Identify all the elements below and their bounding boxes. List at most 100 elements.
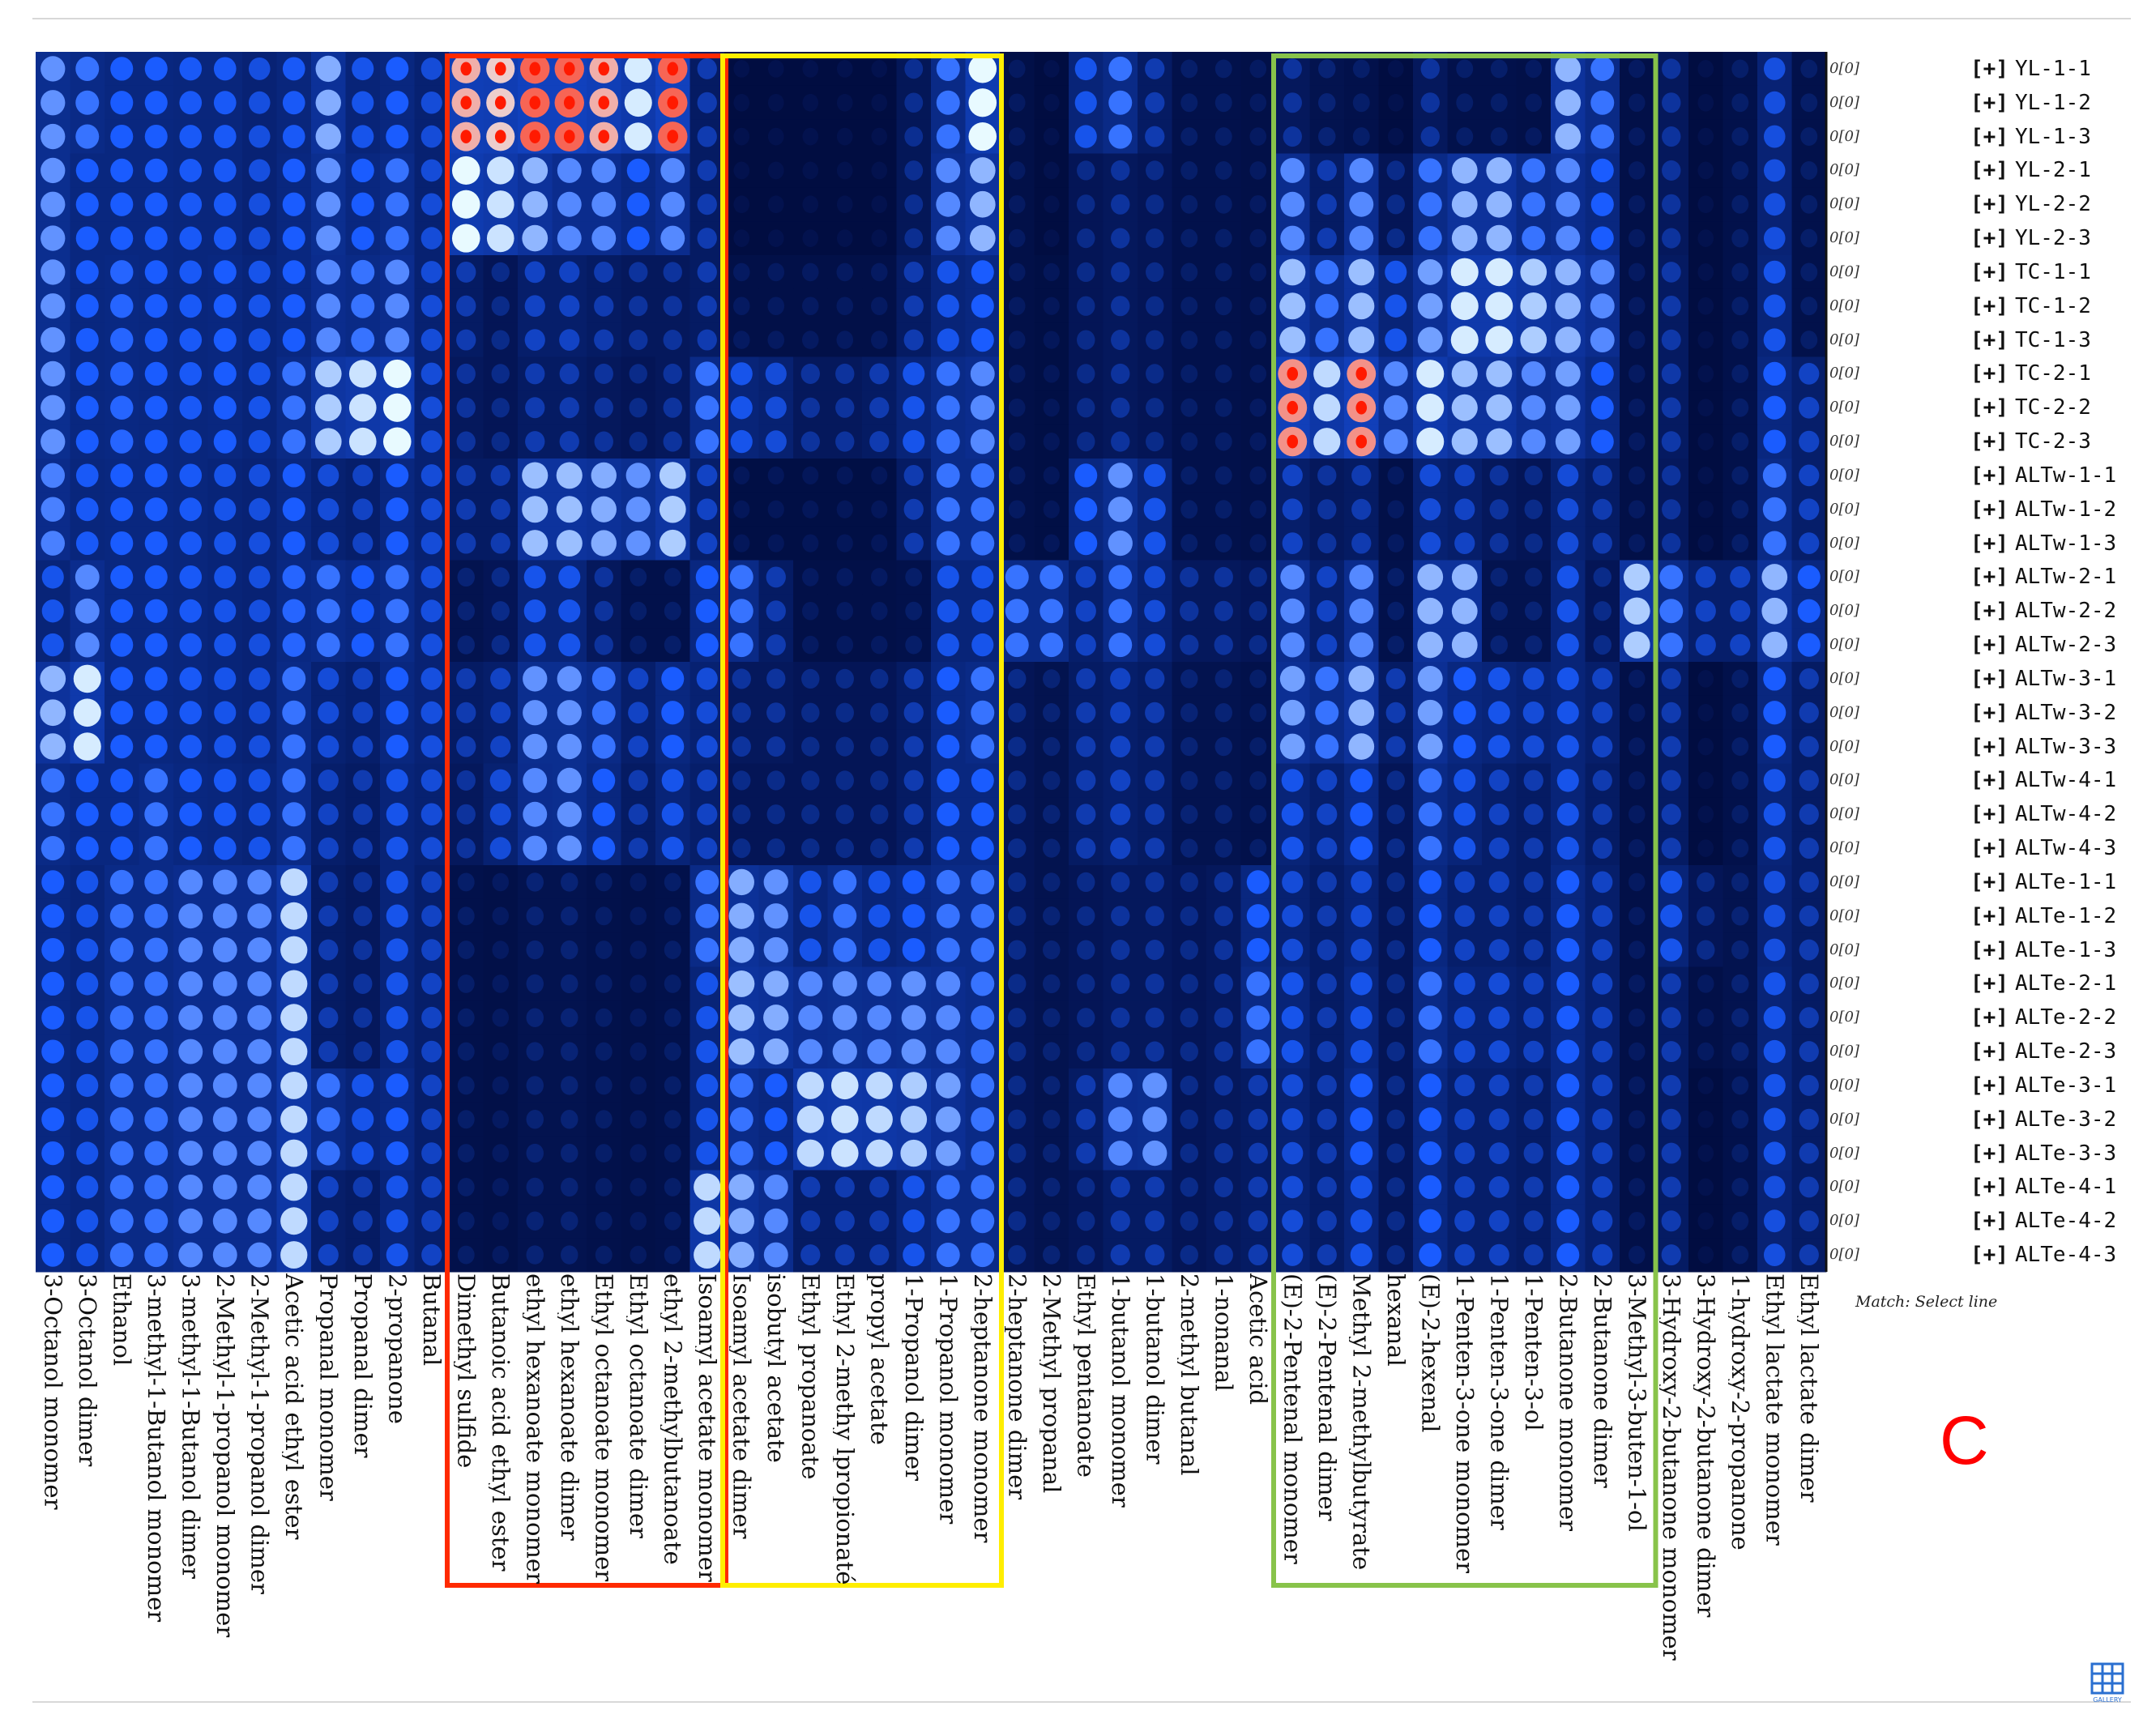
- row-label[interactable]: [+] ALTe-2-2: [1970, 1001, 2141, 1034]
- expand-icon[interactable]: [+]: [1970, 429, 2009, 454]
- row-label[interactable]: [+] ALTw-3-1: [1970, 663, 2141, 695]
- heatmap-spot: [41, 870, 65, 894]
- heatmap-spot: [767, 466, 784, 485]
- row-label[interactable]: [+] ALTw-2-1: [1970, 561, 2141, 593]
- row-label[interactable]: [+] YL-1-2: [1970, 87, 2141, 119]
- heatmap-spot: [800, 363, 820, 384]
- row-label[interactable]: [+] ALTw-4-3: [1970, 832, 2141, 864]
- expand-icon[interactable]: [+]: [1970, 1243, 2009, 1268]
- row-label[interactable]: [+] ALTe-2-1: [1970, 967, 2141, 1000]
- row-label[interactable]: [+] ALTw-4-1: [1970, 764, 2141, 796]
- expand-icon[interactable]: [+]: [1970, 565, 2009, 590]
- expand-icon[interactable]: [+]: [1970, 666, 2009, 691]
- expand-icon[interactable]: [+]: [1970, 599, 2009, 624]
- expand-icon[interactable]: [+]: [1970, 56, 2009, 81]
- row-label[interactable]: [+] ALTe-4-3: [1970, 1239, 2141, 1271]
- expand-icon[interactable]: [+]: [1970, 361, 2009, 386]
- row-label[interactable]: [+] ALTw-2-2: [1970, 595, 2141, 627]
- heatmap-spot: [936, 1243, 960, 1268]
- expand-icon[interactable]: [+]: [1970, 226, 2009, 251]
- row-label[interactable]: [+] ALTe-1-2: [1970, 900, 2141, 932]
- row-label[interactable]: [+] TC-1-2: [1970, 290, 2141, 322]
- expand-icon[interactable]: [+]: [1970, 903, 2009, 928]
- expand-icon[interactable]: [+]: [1970, 90, 2009, 115]
- expand-icon[interactable]: [+]: [1970, 869, 2009, 894]
- heatmap-spot: [1317, 871, 1337, 893]
- expand-icon[interactable]: [+]: [1970, 1175, 2009, 1200]
- heatmap-spot: [1145, 906, 1164, 927]
- heatmap-peak: [529, 130, 541, 143]
- expand-icon[interactable]: [+]: [1970, 497, 2009, 522]
- row-label[interactable]: [+] TC-1-1: [1970, 256, 2141, 288]
- expand-icon[interactable]: [+]: [1970, 1005, 2009, 1030]
- expand-icon[interactable]: [+]: [1970, 395, 2009, 420]
- expand-icon[interactable]: [+]: [1970, 1107, 2009, 1132]
- heatmap-spot: [904, 58, 924, 79]
- expand-icon[interactable]: [+]: [1970, 768, 2009, 793]
- heatmap-spot: [178, 970, 203, 996]
- expand-icon[interactable]: [+]: [1970, 802, 2009, 827]
- expand-icon[interactable]: [+]: [1970, 124, 2009, 149]
- expand-icon[interactable]: [+]: [1970, 734, 2009, 759]
- row-label[interactable]: [+] ALTw-2-3: [1970, 629, 2141, 661]
- heatmap-spot: [75, 395, 99, 420]
- heatmap-spot: [348, 394, 377, 422]
- row-label[interactable]: [+] ALTw-1-3: [1970, 527, 2141, 560]
- heatmap-spot: [247, 1039, 272, 1064]
- heatmap-spot: [591, 666, 616, 691]
- row-label[interactable]: [+] YL-2-1: [1970, 154, 2141, 186]
- row-label[interactable]: [+] YL-2-2: [1970, 188, 2141, 220]
- heatmap-spot: [1697, 872, 1715, 893]
- expand-icon[interactable]: [+]: [1970, 937, 2009, 962]
- heatmap-spot: [903, 295, 924, 317]
- expand-icon[interactable]: [+]: [1970, 971, 2009, 996]
- expand-icon[interactable]: [+]: [1970, 463, 2009, 488]
- row-label[interactable]: [+] YL-1-1: [1970, 53, 2141, 85]
- row-label[interactable]: [+] ALTw-3-3: [1970, 731, 2141, 763]
- row-label[interactable]: [+] TC-2-1: [1970, 357, 2141, 390]
- heatmap-spot: [1761, 597, 1788, 625]
- expand-icon[interactable]: [+]: [1970, 1039, 2009, 1064]
- expand-icon[interactable]: [+]: [1970, 531, 2009, 556]
- expand-icon[interactable]: [+]: [1970, 1073, 2009, 1098]
- expand-icon[interactable]: [+]: [1970, 293, 2009, 318]
- row-label[interactable]: [+] TC-2-3: [1970, 425, 2141, 458]
- expand-icon[interactable]: [+]: [1970, 1141, 2009, 1166]
- row-label[interactable]: [+] ALTe-1-1: [1970, 866, 2141, 898]
- row-label[interactable]: [+] ALTw-1-1: [1970, 459, 2141, 492]
- row-label[interactable]: [+] YL-1-3: [1970, 121, 2141, 153]
- row-label[interactable]: [+] ALTw-4-2: [1970, 798, 2141, 830]
- heatmap-spot: [1731, 364, 1749, 383]
- row-label[interactable]: [+] ALTe-3-3: [1970, 1137, 2141, 1170]
- expand-icon[interactable]: [+]: [1970, 700, 2009, 725]
- expand-icon[interactable]: [+]: [1970, 327, 2009, 352]
- heatmap-spot: [664, 567, 681, 586]
- expand-icon[interactable]: [+]: [1970, 259, 2009, 284]
- row-label[interactable]: [+] ALTe-2-3: [1970, 1035, 2141, 1068]
- heatmap-spot: [1280, 157, 1305, 183]
- heatmap-spot: [179, 768, 203, 793]
- row-label[interactable]: [+] YL-2-3: [1970, 222, 2141, 254]
- expand-icon[interactable]: [+]: [1970, 192, 2009, 217]
- heatmap-spot: [1043, 669, 1061, 689]
- row-label[interactable]: [+] ALTw-3-2: [1970, 697, 2141, 729]
- expand-icon[interactable]: [+]: [1970, 633, 2009, 658]
- row-label[interactable]: [+] ALTe-4-1: [1970, 1171, 2141, 1203]
- row-label[interactable]: [+] TC-2-2: [1970, 391, 2141, 424]
- gallery-button[interactable]: GALLERY: [2089, 1662, 2126, 1704]
- expand-icon[interactable]: [+]: [1970, 1209, 2009, 1234]
- row-label[interactable]: [+] ALTe-4-2: [1970, 1205, 2141, 1237]
- expand-icon[interactable]: [+]: [1970, 158, 2009, 183]
- heatmap-spot: [763, 1208, 788, 1234]
- heatmap-spot: [73, 698, 101, 727]
- row-label[interactable]: [+] ALTe-3-2: [1970, 1103, 2141, 1136]
- heatmap-spot: [75, 836, 99, 860]
- expand-icon[interactable]: [+]: [1970, 836, 2009, 861]
- row-label[interactable]: [+] TC-1-3: [1970, 324, 2141, 356]
- row-label[interactable]: [+] ALTe-3-1: [1970, 1069, 2141, 1102]
- row-label[interactable]: [+] ALTe-1-3: [1970, 934, 2141, 966]
- heatmap-spot: [1799, 464, 1820, 487]
- heatmap-spot: [1143, 531, 1166, 555]
- heatmap-spot: [1490, 601, 1508, 621]
- row-label[interactable]: [+] ALTw-1-2: [1970, 493, 2141, 526]
